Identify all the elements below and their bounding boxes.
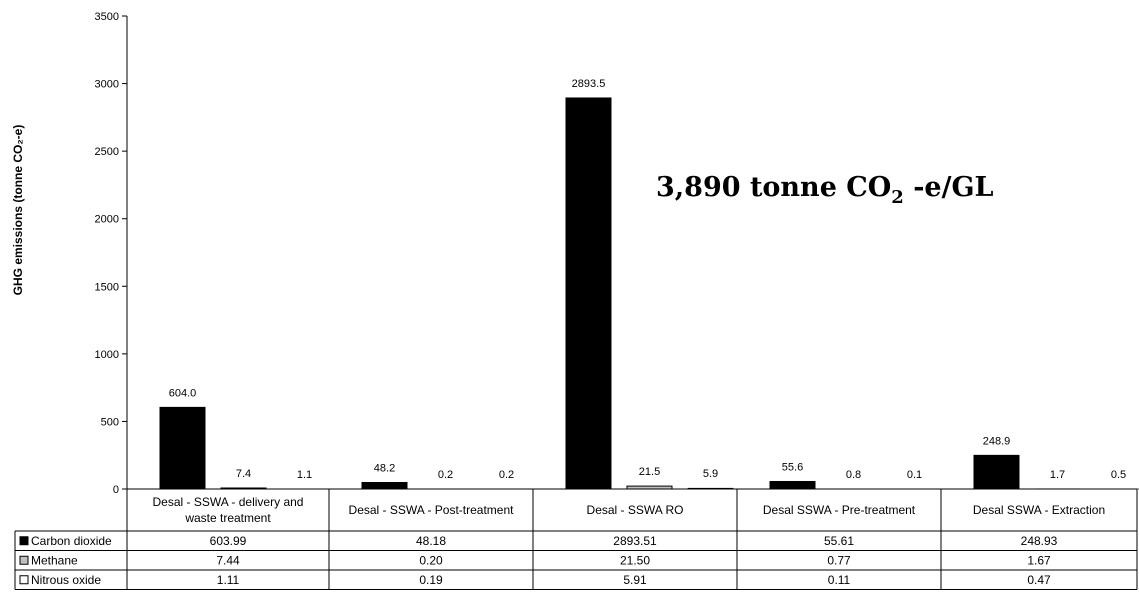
y-tick-label: 2000 (95, 214, 119, 226)
bar (361, 481, 408, 490)
annotation-suffix: -e/GL (904, 172, 994, 203)
bar-value-label: 1.1 (297, 469, 312, 481)
bar-value-label: 5.9 (703, 468, 718, 480)
bar-value-label: 0.2 (499, 469, 514, 481)
legend-series-name: Methane (31, 553, 78, 567)
table-cell: 55.61 (824, 534, 854, 548)
bar (159, 406, 206, 490)
bar-value-label: 55.6 (782, 461, 803, 473)
bar-value-label: 0.1 (907, 469, 922, 481)
bar-value-label: 0.8 (846, 469, 861, 481)
table-cell: 21.50 (620, 553, 650, 567)
y-tick-label: 0 (113, 484, 119, 496)
table-cell: 0.77 (827, 553, 851, 567)
bar-value-label: 1.7 (1050, 469, 1065, 481)
bar-value-label: 604.0 (169, 387, 197, 399)
total-emissions-annotation: 3,890 tonne CO2 -e/GL (656, 172, 994, 208)
table-cell: 0.20 (419, 553, 443, 567)
table-cell: 603.99 (210, 534, 247, 548)
y-axis-title: GHG emissions (tonne CO₂-e) (11, 125, 25, 296)
category-label: Desal - SSWA - Post-treatment (349, 503, 515, 517)
y-tick-label: 3000 (95, 79, 119, 91)
legend-series-name: Nitrous oxide (31, 573, 101, 587)
legend-swatch (19, 536, 29, 546)
table-cell: 0.19 (419, 573, 443, 587)
bar-value-label: 21.5 (639, 466, 660, 478)
annotation-subscript: 2 (891, 187, 904, 208)
y-tick-label: 3500 (95, 11, 119, 23)
y-axis: 0 500 1000 1500 2000 2500 3000 3500 (95, 11, 128, 496)
table-cell: 1.67 (1027, 553, 1051, 567)
category-label: Desal - SSWA RO (587, 503, 684, 517)
bar (769, 480, 816, 490)
y-tick-label: 1000 (95, 349, 119, 361)
bar (565, 97, 612, 490)
category-label: Desal SSWA - Pre-treatment (763, 503, 916, 517)
table-cell: 0.11 (828, 573, 851, 587)
y-tick-label: 1500 (95, 281, 119, 293)
bar-value-label: 0.5 (1111, 469, 1126, 481)
bar-value-label: 248.9 (983, 435, 1011, 447)
bar-value-label: 2893.5 (572, 78, 606, 90)
y-tick-label: 2500 (95, 146, 119, 158)
data-table: Desal - SSWA - delivery and waste treatme… (14, 489, 1138, 590)
table-cell: 5.91 (623, 573, 647, 587)
table-cell: 248.93 (1021, 534, 1058, 548)
table-cell: 2893.51 (613, 534, 657, 548)
bar-value-label: 7.4 (236, 468, 251, 480)
annotation-prefix: 3,890 tonne CO (656, 172, 891, 203)
bar-value-label: 48.2 (374, 462, 395, 474)
y-tick-label: 500 (101, 416, 119, 428)
legend-swatch (19, 555, 29, 565)
table-cell: 0.47 (1027, 573, 1051, 587)
bar (973, 454, 1020, 490)
bars: 604.0 7.4 1.1 48.2 0.2 0.2 2893.5 21.5 5.9 55.6 0.… (127, 78, 1139, 490)
legend-series-name: Carbon dioxide (31, 534, 112, 548)
table-cell: 7.44 (216, 553, 240, 567)
category-label: Desal - SSWA - delivery and waste treatme… (153, 495, 304, 525)
table-cell: 48.18 (416, 534, 446, 548)
category-label: Desal SSWA - Extraction (973, 503, 1105, 517)
table-cell: 1.11 (217, 573, 240, 587)
legend-swatch (19, 575, 29, 585)
bar-value-label: 0.2 (438, 469, 453, 481)
